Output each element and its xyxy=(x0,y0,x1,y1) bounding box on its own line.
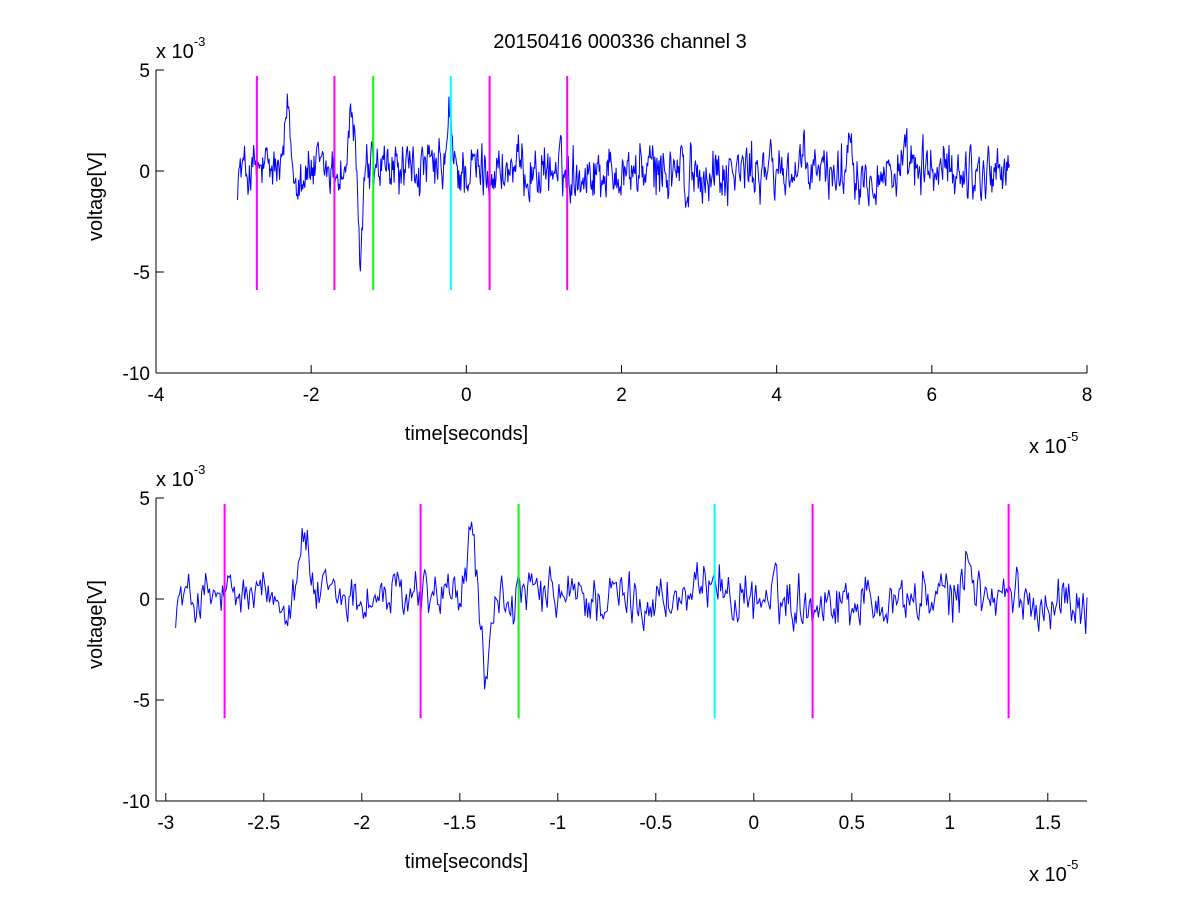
y-tick-label: -10 xyxy=(123,792,150,813)
y-tick-label: 5 xyxy=(139,61,150,82)
y-multiplier: x 10-3 xyxy=(156,34,205,63)
y-tick-label: -5 xyxy=(133,691,150,712)
x-tick-label: 2 xyxy=(616,385,627,406)
y-tick-label: -5 xyxy=(133,263,150,284)
x-axis-label: time[seconds] xyxy=(405,851,528,873)
x-tick-label: 0.5 xyxy=(839,813,865,834)
x-tick-label: 1.5 xyxy=(1035,813,1061,834)
x-tick-label: 0 xyxy=(749,813,760,834)
x-tick-label: -0.5 xyxy=(639,813,672,834)
x-tick-label: -3 xyxy=(157,813,174,834)
x-tick-label: -2.5 xyxy=(247,813,280,834)
x-tick-label: 0 xyxy=(461,385,472,406)
x-tick-label: -2 xyxy=(353,813,370,834)
x-tick-label: 8 xyxy=(1082,385,1093,406)
voltage-trace xyxy=(175,521,1088,690)
x-tick-label: -1 xyxy=(549,813,566,834)
y-axis-label: voltage[V] xyxy=(85,580,107,669)
x-tick-label: -4 xyxy=(148,385,165,406)
y-tick-label: 0 xyxy=(139,162,150,183)
voltage-trace xyxy=(237,93,1010,272)
bottom-subplot: -3 -2.5 -2 -1.5 -1 -0.5 0 0.5 1 1.5 -10 -5 0 5 x 10-3 x… xyxy=(85,462,1088,886)
chart-title: 20150416 000336 channel 3 xyxy=(493,31,747,53)
x-multiplier: x 10-5 xyxy=(1029,857,1078,886)
y-tick-label: -10 xyxy=(123,364,150,385)
y-tick-label: 5 xyxy=(139,489,150,510)
x-tick-label: 1 xyxy=(945,813,956,834)
y-tick-label: 0 xyxy=(139,590,150,611)
x-tick-label: -1.5 xyxy=(443,813,476,834)
y-multiplier: x 10-3 xyxy=(156,462,205,491)
x-axis-label: time[seconds] xyxy=(405,423,528,445)
x-tick-label: 4 xyxy=(771,385,782,406)
y-axis-label: voltage[V] xyxy=(85,152,107,241)
x-tick-label: -2 xyxy=(303,385,320,406)
x-tick-label: 6 xyxy=(927,385,938,406)
x-multiplier: x 10-5 xyxy=(1029,429,1078,458)
top-subplot: -4 -2 0 2 4 6 8 -10 -5 0 5 x 10-3 x 10-5 time[seconds… xyxy=(85,34,1092,458)
